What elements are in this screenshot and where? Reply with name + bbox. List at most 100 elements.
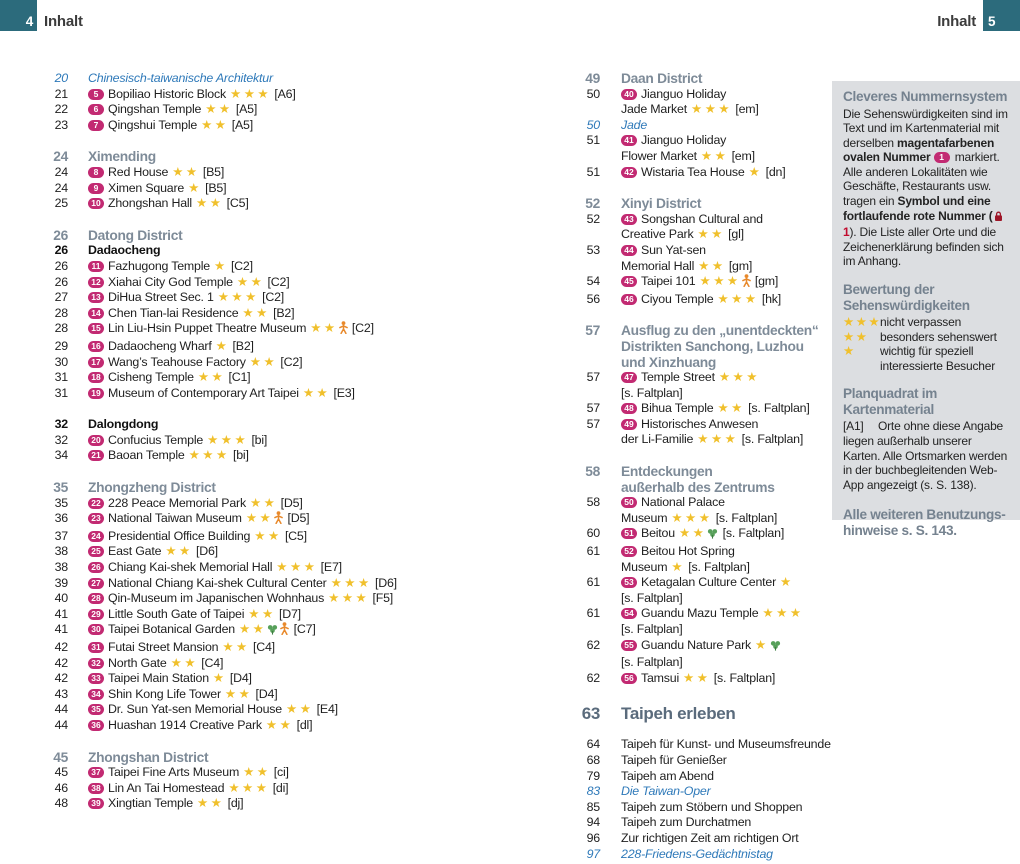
- page-corner-right: 5: [983, 0, 1020, 31]
- toc-item-content: Taipeh für Genießer: [621, 753, 727, 769]
- toc-item-content: 31 Futai Street Mansion ★★ [C4]: [88, 640, 275, 656]
- rating-stars: ★: [188, 180, 202, 195]
- toc-item-title: Guandu Nature Park: [641, 637, 752, 652]
- map-grid-ref: [E7]: [320, 560, 342, 575]
- toc-chapter-item: 68 Taipeh für Genießer: [560, 753, 836, 769]
- toc-item-title: Taipeh für Kunst- und Museumsfreunde: [621, 737, 831, 752]
- legend-ratings-rows: ★★★ nicht verpassen ★★ besonders sehenswert…: [843, 315, 1009, 373]
- toc-page-number: 44: [54, 702, 69, 717]
- map-number-badge: 51: [621, 528, 637, 540]
- toc-item-content: 14 Chen Tian-lai Residence ★★ [B2]: [88, 305, 295, 322]
- toc-entry: 57 47 Temple Street ★★★ [s. Faltplan]: [560, 370, 836, 401]
- map-grid-ref: [D4]: [255, 686, 278, 701]
- toc-page-number: 45: [54, 765, 69, 780]
- toc-page-number: 54: [586, 274, 601, 289]
- legend-text-part: (: [985, 208, 993, 223]
- toc-item-title: Zhongshan Hall: [108, 196, 192, 211]
- toc-page-number: 39: [54, 575, 69, 590]
- map-grid-ref: [C5]: [284, 528, 307, 543]
- toc-page-number: 26: [54, 243, 69, 258]
- rating-stars: ★★: [698, 258, 726, 273]
- toc-item-content: Taipeh für Kunst- und Museumsfreunde: [621, 737, 831, 753]
- toc-page-number: 24: [54, 180, 69, 195]
- map-grid-ref: [B5]: [205, 180, 227, 195]
- toc-item-title: Wang’s Teahouse Factory: [108, 354, 246, 369]
- toc-item-title: Dr. Sun Yat-sen Memorial House: [108, 702, 282, 717]
- toc-item-title: Bihua Temple: [641, 401, 714, 416]
- rating-stars: ★★★: [718, 370, 760, 385]
- toc-item-content: 46 Ciyou Temple ★★★ [hk]: [621, 292, 781, 308]
- toc-entry: 44 35 Dr. Sun Yat-sen Memorial House ★★ [E4…: [40, 702, 520, 718]
- toc-item-title: Chen Tian-lai Residence: [108, 305, 239, 320]
- toc-item-content: 12 Xiahai City God Temple ★★ [C2]: [88, 274, 290, 291]
- toc-page-number: 62: [586, 637, 601, 652]
- toc-item-content: 28 Qin-Museum im Japanischen Wohnhaus ★★★ …: [88, 591, 393, 607]
- legend-numbering-text: Die Sehenswürdigkeiten sind im Text und …: [843, 107, 1009, 270]
- toc-entry: 44 36 Huashan 1914 Creative Park ★★ [dl]: [40, 718, 520, 734]
- rating-stars: ★: [212, 671, 227, 686]
- toc-chapter-item: 85 Taipeh zum Stöbern und Shoppen: [560, 800, 836, 816]
- toc-item-title: Jade: [621, 117, 648, 132]
- toc-page-number: 53: [586, 242, 601, 257]
- toc-item-content: 40 Jianguo Holiday Jade Market ★★★ [em]: [621, 87, 759, 118]
- rating-stars: ★★: [196, 796, 225, 811]
- toc-entry: 60 51 Beitou ★★ [s. Faltplan]: [560, 526, 836, 544]
- kid-friendly-icon: [274, 511, 284, 529]
- map-number-badge: 34: [88, 688, 104, 700]
- toc-entry: 21 5 Bopiliao Historic Block ★★★ [A6]: [40, 87, 520, 103]
- toc-item-content: Entdeckungen außerhalb des Zentrums: [621, 464, 775, 495]
- toc-item-content: 32 North Gate ★★ [C4]: [88, 656, 223, 672]
- rating-stars: ★★: [201, 117, 229, 132]
- rating-label: nicht verpassen: [880, 315, 962, 330]
- toc-entry: 31 18 Cisheng Temple ★★ [C1]: [40, 370, 520, 386]
- map-grid-ref: [bi]: [251, 432, 268, 447]
- toc-entry: 43 34 Shin Kong Life Tower ★★ [D4]: [40, 687, 520, 703]
- toc-page-number: 58: [585, 464, 600, 480]
- rating-stars: ★★: [222, 640, 250, 654]
- red-number: 1: [843, 225, 850, 240]
- toc-item-content: 27 National Chiang Kai-shek Cultural Cent…: [88, 576, 397, 592]
- map-grid-ref: [B2]: [273, 305, 295, 320]
- rating-stars: ★★: [697, 227, 725, 242]
- toc-entry: 39 27 National Chiang Kai-shek Cultural Ce…: [40, 576, 520, 592]
- map-number-badge: 38: [88, 782, 104, 794]
- legend-text-part: ). Die Liste aller Orte und die Zeichene…: [843, 225, 1004, 269]
- toc-page-number: 44: [54, 717, 69, 732]
- toc-item-content: Daan District: [621, 71, 703, 87]
- toc-item-content: 13 DiHua Street Sec. 1 ★★★ [C2]: [88, 290, 284, 306]
- toc-item-title: Fazhugong Temple: [108, 258, 210, 273]
- toc-page-number: 38: [54, 544, 69, 559]
- toc-section-header: 35 Zhongzheng District: [40, 480, 520, 496]
- map-number-badge: 21: [88, 450, 104, 462]
- toc-item-content: Jade: [621, 118, 647, 134]
- map-grid-ref: [D7]: [278, 606, 301, 621]
- toc-item-content: 53 Ketagalan Culture Center ★ [s. Faltplan…: [621, 575, 836, 606]
- toc-item-content: 19 Museum of Contemporary Art Taipei ★★ [E…: [88, 386, 355, 402]
- toc-item-title: Huashan 1914 Creative Park: [108, 717, 262, 732]
- toc-entry: 52 43 Songshan Cultural and Creative Park ★…: [560, 212, 836, 243]
- toc-item-title: Die Taiwan-Oper: [621, 784, 711, 799]
- toc-page-number: 26: [54, 258, 69, 273]
- toc-item-title: Futai Street Mansion: [108, 640, 219, 654]
- toc-item-content: 42 Wistaria Tea House ★ [dn]: [621, 165, 786, 181]
- toc-entry: 58 50 National Palace Museum ★★★ [s. Faltpl…: [560, 495, 836, 526]
- rating-stars: ★★★: [717, 291, 759, 306]
- map-number-badge: 19: [88, 387, 104, 399]
- toc-page-number: 45: [53, 749, 68, 765]
- toc-item-content: 36 Huashan 1914 Creative Park ★★ [dl]: [88, 717, 313, 734]
- toc-item-title: Shin Kong Life Tower: [108, 686, 221, 701]
- toc-item-title: Xiahai City God Temple: [108, 274, 233, 289]
- toc-page-number: 24: [54, 164, 69, 179]
- toc-item-content: 5 Bopiliao Historic Block ★★★ [A6]: [88, 87, 296, 103]
- toc-entry: 24 9 Ximen Square ★ [B5]: [40, 181, 520, 197]
- toc-page-number: 35: [53, 480, 68, 496]
- toc-item-content: Zhongshan District: [88, 750, 209, 766]
- map-grid-ref: [s. Faltplan]: [621, 385, 683, 400]
- toc-item-title: Taipei Main Station: [108, 671, 209, 686]
- map-grid-ref: [C5]: [226, 196, 249, 211]
- map-grid-ref: [E4]: [316, 702, 338, 717]
- map-grid-ref: [D6]: [195, 544, 218, 559]
- toc-item-content: Dadaocheng: [88, 243, 161, 259]
- toc-item-content: Taipeh zum Stöbern und Shoppen: [621, 800, 803, 816]
- toc-page-number: 49: [585, 71, 600, 86]
